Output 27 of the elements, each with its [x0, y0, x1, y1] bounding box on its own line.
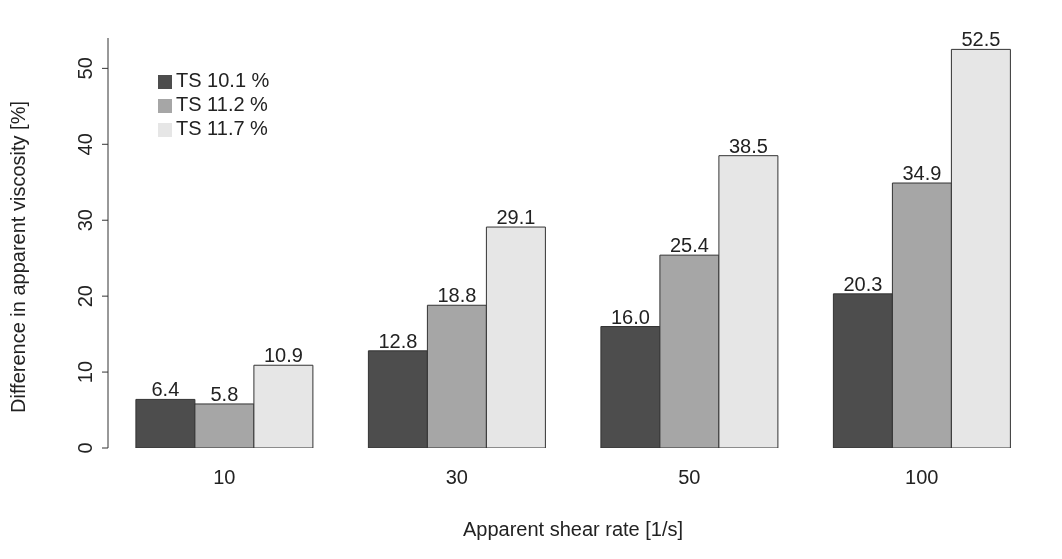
- y-tick-label: 40: [74, 133, 96, 156]
- x-tick-label: 50: [678, 466, 701, 489]
- y-tick-label: 50: [74, 57, 96, 80]
- y-tick-label: 30: [74, 209, 96, 232]
- data-label: 38.5: [728, 134, 768, 157]
- data-label: 12.8: [378, 329, 418, 352]
- data-label: 20.3: [843, 272, 883, 295]
- legend-label: TS 11.7 %: [176, 117, 268, 139]
- x-tick-label: 30: [445, 466, 468, 489]
- data-label: 16.0: [610, 305, 650, 328]
- data-label: 6.4: [151, 378, 180, 401]
- legend-label: TS 11.2 %: [176, 93, 268, 115]
- data-label: 5.8: [210, 382, 239, 405]
- data-label: 29.1: [496, 206, 536, 229]
- data-label: 34.9: [902, 162, 942, 185]
- data-label: 25.4: [669, 234, 709, 257]
- y-tick-label: 10: [74, 360, 96, 384]
- y-axis-title: Difference in apparent viscosity [%]: [7, 100, 30, 413]
- data-label: 18.8: [437, 284, 477, 307]
- x-tick-label: 10: [213, 466, 236, 489]
- x-tick-label: 100: [905, 466, 939, 489]
- y-tick-label: 0: [74, 442, 96, 454]
- data-label: 10.9: [263, 344, 303, 367]
- legend-label: TS 10.1 %: [176, 69, 270, 91]
- data-label: 52.5: [961, 28, 1001, 51]
- y-tick-label: 20: [74, 285, 96, 308]
- x-axis-title: Apparent shear rate [1/s]: [462, 518, 684, 540]
